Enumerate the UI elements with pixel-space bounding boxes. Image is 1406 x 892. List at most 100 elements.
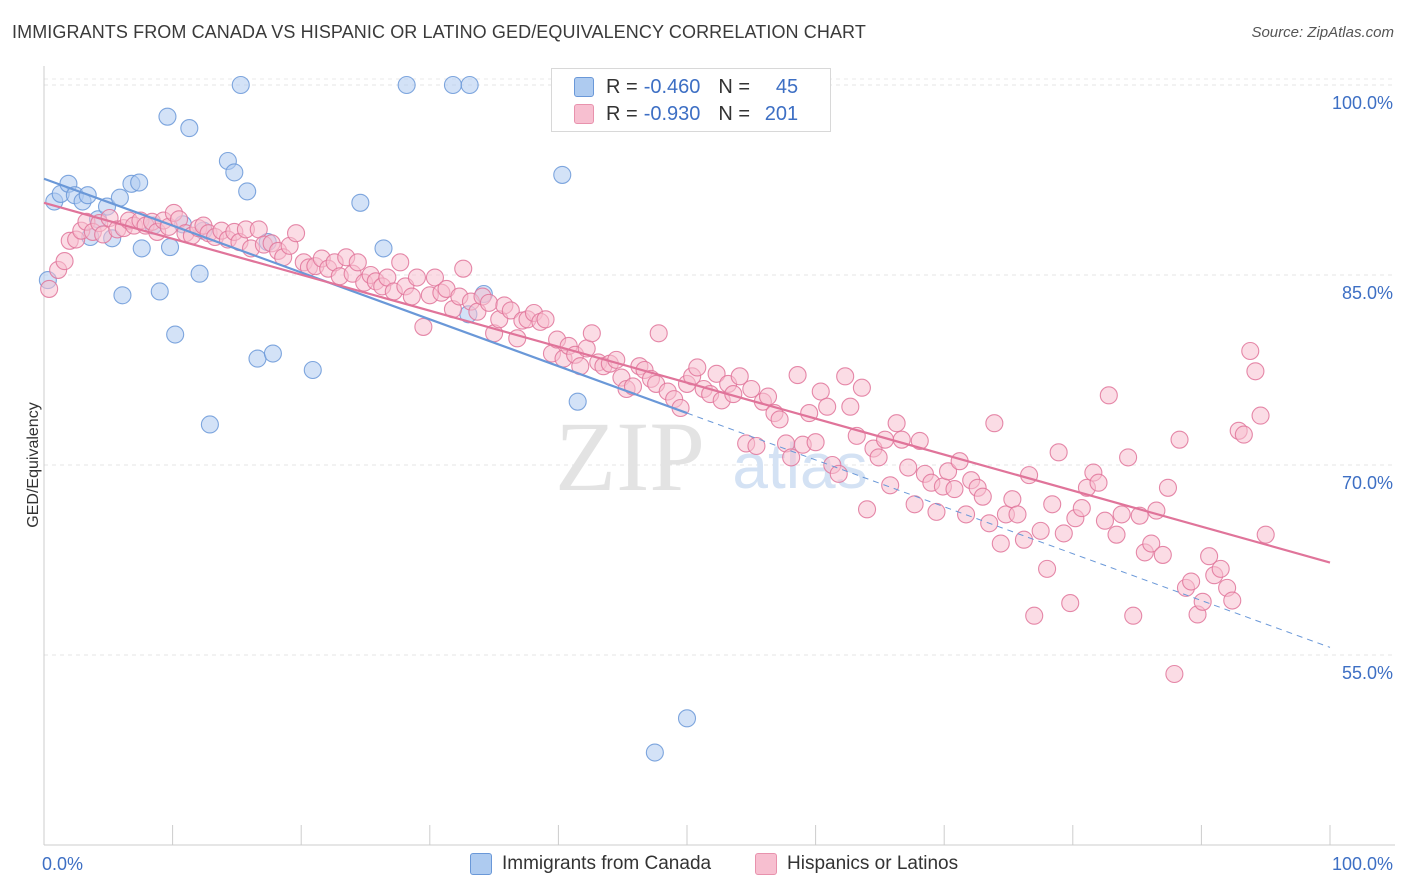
point-hispanic [1182, 572, 1201, 591]
point-hispanic [649, 324, 668, 343]
point-hispanic [425, 268, 444, 287]
y-axis-label: GED/Equivalency [25, 402, 42, 527]
point-hispanic [1049, 443, 1068, 462]
legend-label-hispanic: Hispanics or Latinos [787, 853, 959, 874]
point-hispanic [1043, 495, 1062, 514]
correlation-legend: R = -0.460 N = 45 R = -0.930 N = 201 [551, 68, 831, 132]
point-hispanic [1054, 524, 1073, 543]
watermark: ZIP atlas [555, 401, 868, 512]
data-points [38, 75, 1275, 762]
point-hispanic [841, 397, 860, 416]
point-hispanic [939, 462, 958, 481]
legend-item-hispanic: Hispanics or Latinos [755, 851, 958, 877]
legend-swatch-hispanic [574, 104, 594, 124]
point-canada [132, 239, 151, 258]
point-hispanic [1246, 362, 1265, 381]
point-canada [568, 392, 587, 411]
point-hispanic [479, 293, 499, 312]
point-hispanic [806, 433, 825, 452]
point-hispanic [1107, 525, 1126, 544]
point-hispanic [1099, 386, 1118, 405]
point-hispanic [287, 224, 306, 243]
source-label: Source: ZipAtlas.com [1251, 24, 1394, 41]
point-hispanic [887, 414, 906, 433]
point-hispanic [905, 495, 924, 514]
point-canada [190, 264, 209, 283]
point-canada [238, 182, 257, 201]
legend-r-label: R = [606, 102, 638, 125]
point-hispanic [1089, 473, 1108, 492]
point-canada [225, 163, 244, 182]
point-hispanic [899, 458, 918, 477]
point-hispanic [881, 476, 900, 495]
trend-line-hispanic [43, 201, 1331, 564]
point-hispanic [869, 448, 888, 467]
point-canada [645, 743, 664, 762]
trend-lines [43, 177, 1331, 648]
point-hispanic [857, 500, 877, 519]
point-hispanic [407, 268, 426, 287]
point-hispanic [1025, 606, 1044, 625]
legend-r-value: -0.460 [643, 75, 701, 98]
chart-title: IMMIGRANTS FROM CANADA VS HISPANIC OR LA… [12, 22, 866, 42]
point-canada [263, 344, 282, 363]
point-hispanic [1112, 505, 1131, 524]
legend-row-canada: R = -0.460 N = 45 [574, 74, 798, 100]
point-hispanic [1014, 530, 1033, 549]
point-canada [303, 360, 322, 380]
point-hispanic [1072, 499, 1091, 518]
y-tick-label: 70.0% [1342, 473, 1393, 493]
point-hispanic [991, 534, 1010, 553]
point-hispanic [1158, 478, 1178, 497]
point-hispanic [818, 397, 837, 416]
legend-swatch-canada [574, 77, 594, 97]
legend-label-canada: Immigrants from Canada [502, 853, 712, 874]
axes [43, 66, 1395, 846]
point-hispanic [454, 259, 473, 278]
point-hispanic [1211, 559, 1230, 578]
point-canada [113, 286, 132, 305]
point-hispanic [55, 252, 74, 271]
point-canada [677, 709, 697, 728]
point-hispanic [1256, 525, 1275, 544]
point-canada [150, 282, 169, 301]
legend-swatch-hispanic [755, 853, 777, 875]
point-hispanic [1251, 406, 1270, 425]
watermark-zip: ZIP [555, 401, 705, 512]
point-hispanic [957, 505, 976, 524]
legend-item-canada: Immigrants from Canada [470, 851, 711, 877]
point-hispanic [607, 350, 626, 369]
point-hispanic [1241, 341, 1260, 361]
point-hispanic [747, 436, 766, 456]
legend-swatch-canada [470, 853, 492, 875]
point-hispanic [852, 378, 871, 397]
legend-r-value: -0.930 [643, 102, 701, 125]
point-canada [158, 107, 177, 126]
point-canada [553, 165, 572, 184]
point-canada [160, 238, 180, 257]
point-canada [443, 75, 462, 95]
point-hispanic [1008, 505, 1027, 524]
point-hispanic [742, 379, 761, 399]
point-hispanic [836, 367, 855, 386]
point-hispanic [730, 367, 749, 386]
point-hispanic [688, 358, 707, 377]
point-hispanic [1061, 594, 1080, 613]
point-canada [200, 415, 219, 434]
point-hispanic [1200, 547, 1219, 566]
y-tick-label: 55.0% [1342, 663, 1393, 683]
point-hispanic [1153, 545, 1172, 564]
legend-n-value: 45 [775, 75, 799, 98]
point-hispanic [1193, 592, 1212, 611]
point-canada [130, 173, 149, 192]
point-canada [180, 119, 199, 138]
point-hispanic [1124, 606, 1143, 625]
tick-labels: 55.0% 70.0% 85.0% 100.0% 0.0% 100.0% [42, 93, 1393, 874]
point-hispanic [249, 220, 268, 239]
x-tick-label: 100.0% [1332, 854, 1393, 874]
point-canada [231, 75, 250, 95]
point-hispanic [927, 502, 946, 521]
point-hispanic [829, 464, 848, 483]
legend-row-hispanic: R = -0.930 N = 201 [574, 101, 798, 127]
